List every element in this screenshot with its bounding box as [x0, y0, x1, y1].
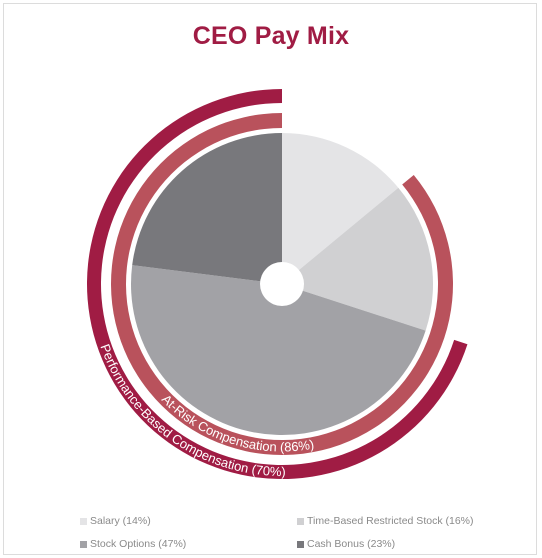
slice-stock-options	[130, 265, 426, 436]
slice-time-based-stock	[282, 187, 433, 331]
slice-cash-bonus	[132, 133, 282, 284]
slice-salary	[282, 133, 399, 284]
chart-title: CEO Pay Mix	[192, 22, 350, 50]
pie-slices	[130, 133, 433, 436]
center-hole	[260, 262, 304, 306]
